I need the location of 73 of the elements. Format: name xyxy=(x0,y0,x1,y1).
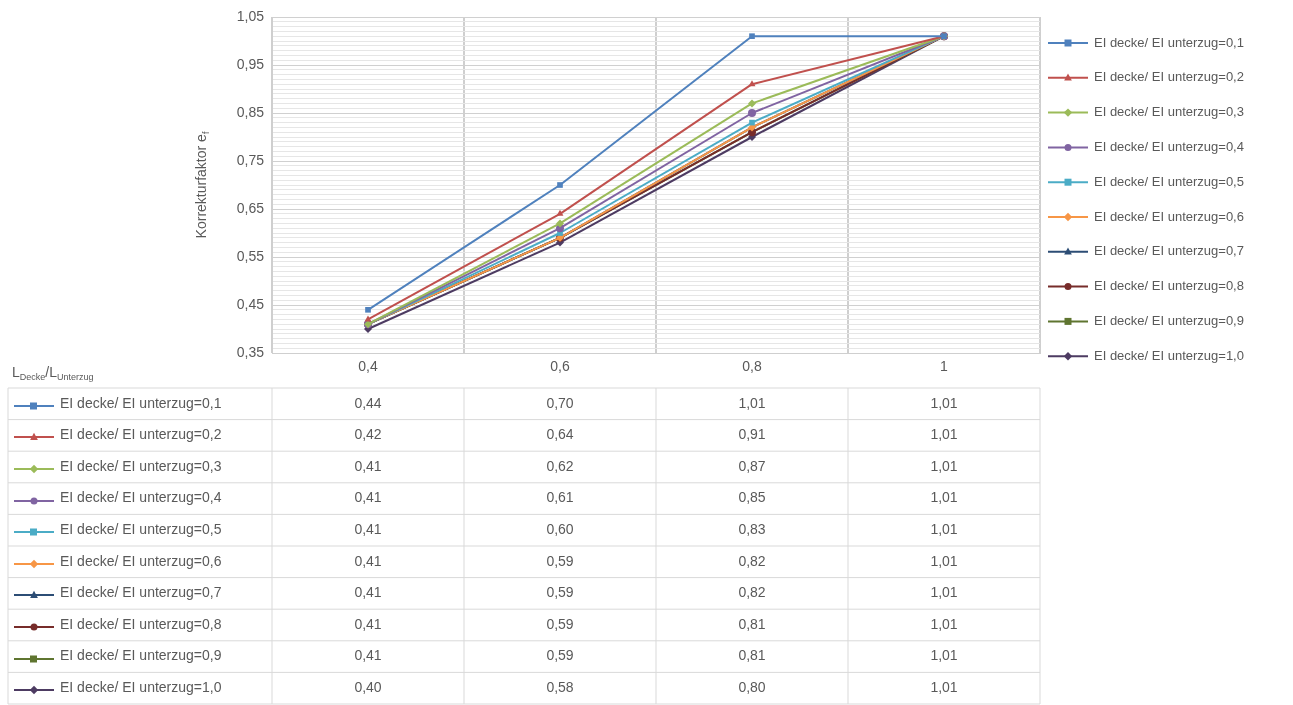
text: EI decke/ EI unterzug=0,2 xyxy=(60,426,222,443)
data-label: 0,41 xyxy=(354,552,382,569)
data-label: 1,01 xyxy=(930,457,958,474)
data-label: 0,83 xyxy=(738,521,766,538)
y-tick-label: 0,65 xyxy=(236,199,265,216)
x-tick-label: 0,8 xyxy=(742,358,762,375)
data-label: 0,82 xyxy=(738,584,766,601)
text: EI decke/ EI unterzug=0,7 xyxy=(60,584,222,601)
data-label: 1,01 xyxy=(930,552,958,569)
data-label: 1,01 xyxy=(930,521,958,538)
data-label: 0,82 xyxy=(738,552,766,569)
text: EI decke/ EI unterzug=0,9 xyxy=(60,647,222,664)
data-label: 1,01 xyxy=(930,615,958,632)
text: EI decke/ EI unterzug=0,5 xyxy=(60,521,222,538)
data-label: 0,41 xyxy=(354,489,382,506)
data-label: 0,41 xyxy=(354,584,382,601)
data-label: 0,40 xyxy=(354,679,382,696)
legend-label: EI decke/ EI unterzug=0,3 xyxy=(1094,104,1244,120)
data-label: 0,80 xyxy=(738,679,766,696)
data-label: 0,62 xyxy=(546,457,574,474)
data-label: 0,64 xyxy=(546,426,574,443)
x-tick-label: 0,6 xyxy=(550,358,570,375)
data-label: 0,70 xyxy=(546,394,574,411)
legend-label: EI decke/ EI unterzug=0,1 xyxy=(1094,34,1244,50)
data-label: 0,42 xyxy=(354,426,382,443)
y-tick-label: 0,35 xyxy=(236,343,265,360)
data-label: 1,01 xyxy=(930,647,958,664)
data-label: 1,01 xyxy=(930,489,958,506)
data-label: 1,01 xyxy=(930,394,958,411)
data-label: 1,01 xyxy=(930,584,958,601)
y-tick-label: 0,55 xyxy=(236,247,265,264)
text: EI decke/ EI unterzug=1,0 xyxy=(60,679,222,696)
data-label: 1,01 xyxy=(738,394,766,411)
y-tick-label: 0,85 xyxy=(236,103,265,120)
data-label: 0,41 xyxy=(354,647,382,664)
legend-label: EI decke/ EI unterzug=0,8 xyxy=(1094,278,1244,294)
legend-label: EI decke/ EI unterzug=0,4 xyxy=(1094,138,1244,154)
data-label: 0,59 xyxy=(546,615,574,632)
legend-label: EI decke/ EI unterzug=0,6 xyxy=(1094,208,1244,224)
data-label: 1,01 xyxy=(930,679,958,696)
legend-label: EI decke/ EI unterzug=0,9 xyxy=(1094,312,1244,328)
legend-label: EI decke/ EI unterzug=1,0 xyxy=(1094,347,1244,363)
data-label: 0,59 xyxy=(546,552,574,569)
y-tick-label: 1,05 xyxy=(236,7,265,24)
data-label: 0,81 xyxy=(738,615,766,632)
data-label: 0,81 xyxy=(738,647,766,664)
x-tick-label: 1 xyxy=(940,358,949,375)
data-label: 0,58 xyxy=(546,679,574,696)
data-label: 0,85 xyxy=(738,489,766,506)
data-label: 0,41 xyxy=(354,457,382,474)
x-tick-label: 0,4 xyxy=(358,358,378,375)
data-label: 0,91 xyxy=(738,426,766,443)
data-label: 0,87 xyxy=(738,457,766,474)
data-label: 0,59 xyxy=(546,584,574,601)
text: EI decke/ EI unterzug=0,1 xyxy=(60,394,222,411)
legend-label: EI decke/ EI unterzug=0,2 xyxy=(1094,69,1244,85)
y-tick-label: 0,45 xyxy=(236,295,265,312)
data-label: 0,61 xyxy=(546,489,574,506)
legend-label: EI decke/ EI unterzug=0,7 xyxy=(1094,243,1244,259)
legend-label: EI decke/ EI unterzug=0,5 xyxy=(1094,173,1244,189)
text: EI decke/ EI unterzug=0,4 xyxy=(60,489,222,506)
data-label: 0,59 xyxy=(546,647,574,664)
data-label: 1,01 xyxy=(930,426,958,443)
data-label: 0,41 xyxy=(354,615,382,632)
text: EI decke/ EI unterzug=0,6 xyxy=(60,552,222,569)
text: EI decke/ EI unterzug=0,8 xyxy=(60,615,222,632)
y-axis-title: Korrekturfaktor ef xyxy=(192,131,212,239)
y-tick-label: 0,95 xyxy=(236,55,265,72)
data-label: 0,60 xyxy=(546,521,574,538)
y-tick-label: 0,75 xyxy=(236,151,265,168)
data-label: 0,41 xyxy=(354,521,382,538)
data-label: 0,44 xyxy=(354,394,382,411)
text: EI decke/ EI unterzug=0,3 xyxy=(60,457,222,474)
